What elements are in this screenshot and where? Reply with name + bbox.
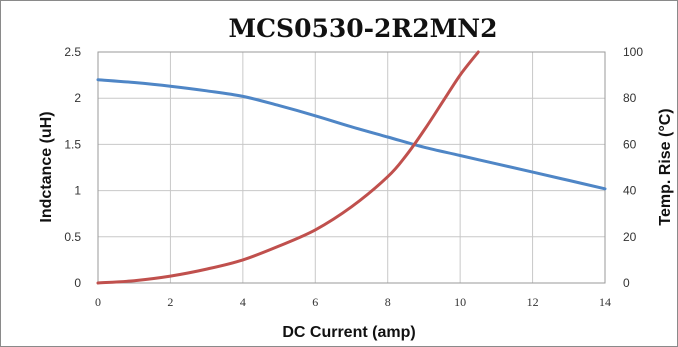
temp-rise-series-line (96, 50, 480, 285)
left-tick-label: 1 (74, 184, 81, 198)
x-tick-label: 10 (454, 295, 466, 309)
x-tick-label: 6 (312, 295, 318, 309)
x-tick-label: 0 (95, 295, 101, 309)
plot-area (97, 51, 606, 284)
right-axis-title: Temp. Rise (°C) (657, 108, 674, 225)
left-tick-label: 1.5 (64, 137, 81, 151)
right-tick-label: 100 (623, 45, 643, 59)
chart-title: MCS0530-2R2MN2 (228, 14, 497, 43)
right-tick-label: 0 (623, 276, 630, 290)
left-tick-label: 0.5 (64, 230, 81, 244)
x-tick-label: 2 (167, 295, 173, 309)
x-tick-label: 8 (385, 295, 391, 309)
x-tick-label: 14 (599, 295, 611, 309)
x-tick-label: 4 (240, 295, 246, 309)
right-tick-label: 80 (623, 91, 637, 105)
x-axis-ticks: 0 2 4 6 8 10 12 14 (95, 295, 611, 309)
right-tick-label: 20 (623, 230, 637, 244)
right-axis-ticks: 0 20 40 60 80 100 (623, 45, 643, 290)
left-axis-ticks: 0 0.5 1 1.5 2 2.5 (64, 45, 81, 290)
right-tick-label: 40 (623, 184, 637, 198)
x-tick-label: 12 (527, 295, 539, 309)
left-tick-label: 2 (74, 91, 81, 105)
series-lines (96, 50, 607, 285)
left-tick-label: 2.5 (64, 45, 81, 59)
left-tick-label: 0 (74, 276, 81, 290)
right-tick-label: 60 (623, 137, 637, 151)
x-axis-title: DC Current (amp) (282, 324, 415, 341)
left-axis-title: Indctance (uH) (38, 111, 55, 222)
inductance-series-line (96, 78, 607, 191)
